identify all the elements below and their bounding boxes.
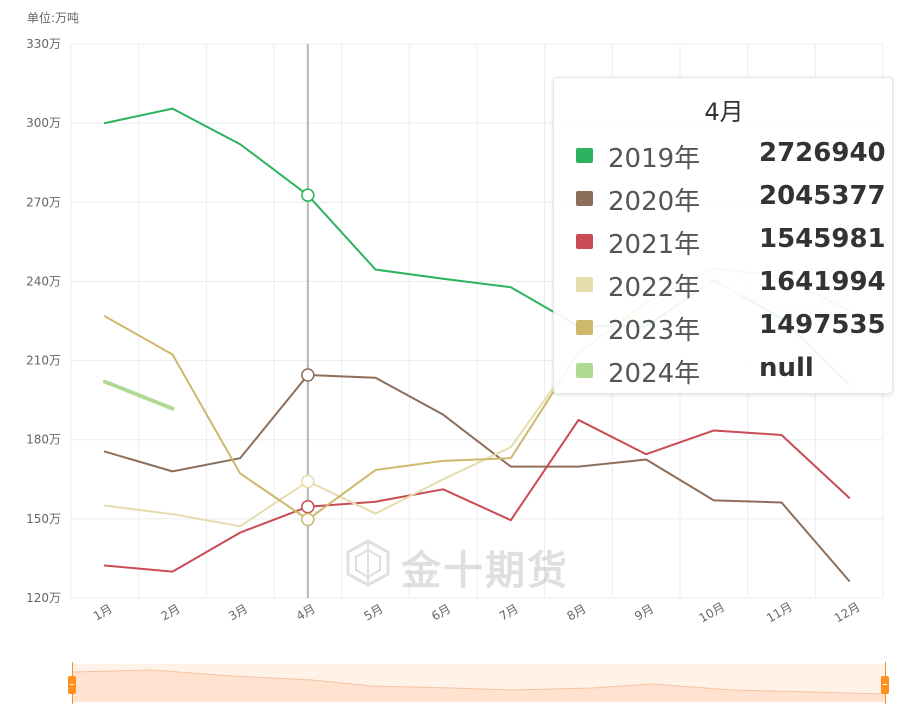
series-line[interactable] [103, 418, 851, 573]
data-zoom-slider[interactable] [72, 664, 886, 702]
x-tick-label: 1月 [91, 602, 115, 624]
y-unit-label: 单位:万吨 [27, 10, 79, 25]
x-tick-label: 11月 [764, 600, 795, 626]
y-tick-label: 330万 [26, 37, 61, 51]
tooltip-series-value: 2045377 [759, 181, 886, 211]
hover-data-point[interactable] [301, 368, 315, 382]
tooltip-title: 4月 [704, 98, 744, 126]
tooltip-swatch [576, 277, 593, 292]
tooltip-series-value: 1641994 [759, 267, 886, 297]
x-tick-label: 3月 [226, 602, 250, 624]
tooltip-swatch [576, 234, 593, 249]
x-tick-label: 10月 [697, 600, 728, 626]
tooltip-series-value: 1497535 [759, 310, 886, 340]
tooltip-series-name: 2024年 [608, 359, 701, 389]
data-zoom-preview [72, 669, 886, 702]
tooltip: 4月 2019年 2726940 2020年 2045377 2021年 154… [553, 77, 893, 394]
tooltip-series-name: 2022年 [608, 273, 701, 303]
tooltip-series-name: 2020年 [608, 187, 701, 217]
hover-data-point[interactable] [301, 499, 315, 514]
x-tick-label: 12月 [832, 600, 863, 626]
hover-data-point[interactable] [301, 512, 315, 527]
y-tick-label: 270万 [26, 195, 61, 209]
y-tick-label: 240万 [26, 274, 61, 288]
tooltip-series-name: 2021年 [608, 230, 701, 260]
data-zoom-right-handle[interactable] [881, 676, 889, 694]
y-tick-label: 180万 [26, 433, 61, 447]
x-tick-label: 6月 [429, 602, 453, 624]
tooltip-row: 2021年 1545981 [576, 220, 886, 260]
series-line[interactable] [103, 373, 851, 582]
y-tick-label: 300万 [26, 116, 61, 130]
hover-data-point[interactable] [301, 188, 315, 202]
x-tick-label: 9月 [632, 602, 656, 624]
tooltip-swatch [576, 191, 593, 206]
tooltip-swatch [576, 320, 593, 335]
tooltip-swatch [576, 363, 593, 378]
watermark-text: 金十期货 [401, 548, 569, 594]
y-tick-label: 120万 [26, 591, 61, 605]
y-tick-label: 210万 [26, 354, 61, 368]
tooltip-row: 2024年 null [576, 349, 876, 389]
watermark: 金十期货 [343, 534, 583, 594]
tooltip-row: 2020年 2045377 [576, 177, 886, 217]
x-tick-label: 2月 [158, 602, 182, 624]
y-tick-label: 150万 [26, 512, 61, 526]
tooltip-swatch [576, 148, 593, 163]
tooltip-row: 2019年 2726940 [576, 134, 886, 174]
series-line[interactable] [102, 379, 175, 411]
watermark-logo-icon [346, 539, 390, 587]
x-tick-label: 4月 [294, 602, 318, 624]
x-tick-label: 7月 [497, 602, 521, 624]
tooltip-series-value: 2726940 [759, 138, 886, 168]
tooltip-series-value: 1545981 [759, 224, 886, 254]
tooltip-row: 2022年 1641994 [576, 263, 886, 303]
tooltip-series-name: 2023年 [608, 316, 701, 346]
x-tick-label: 8月 [564, 602, 588, 624]
data-zoom-left-handle[interactable] [68, 676, 76, 694]
tooltip-row: 2023年 1497535 [576, 306, 886, 346]
hover-data-point[interactable] [301, 474, 315, 489]
tooltip-series-value: null [759, 353, 814, 383]
x-tick-label: 5月 [361, 602, 385, 624]
tooltip-series-name: 2019年 [608, 144, 701, 174]
